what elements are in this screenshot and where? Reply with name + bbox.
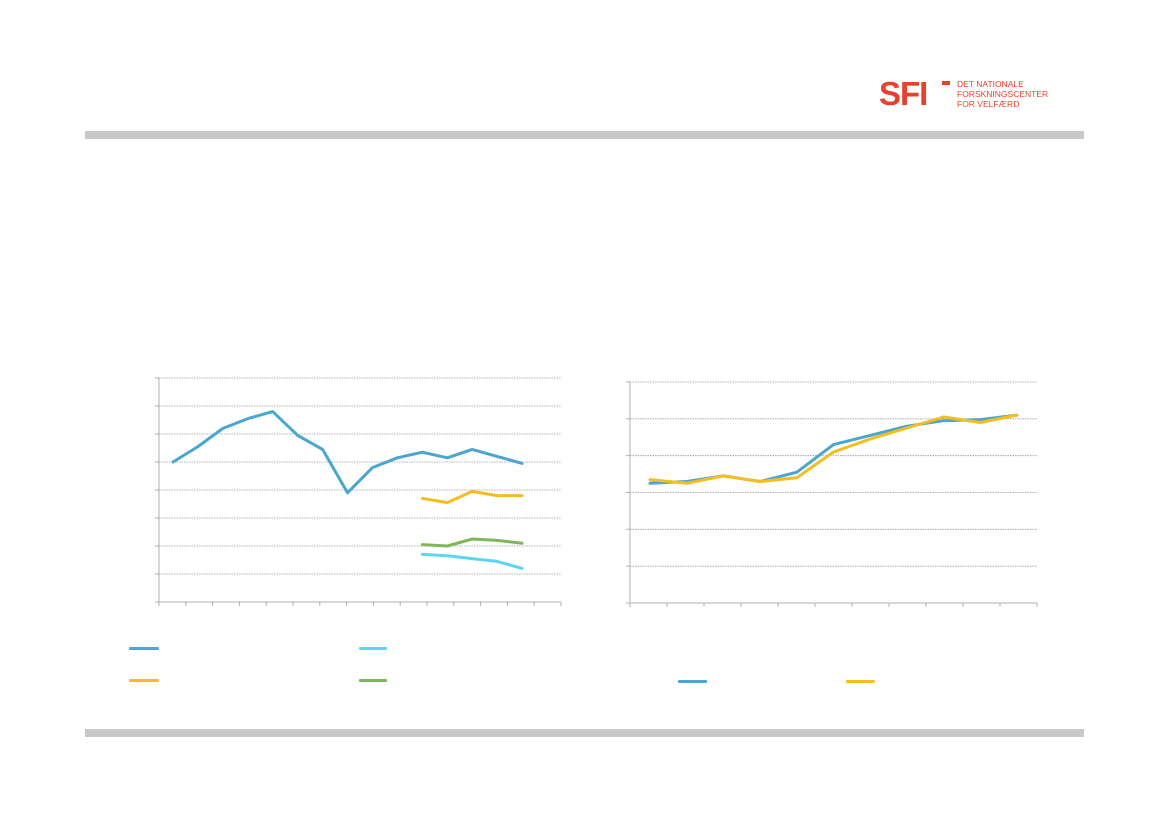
left-chart — [155, 377, 562, 606]
sfi-logo: SFI DET NATIONALE FORSKNINGSCENTER FOR V… — [879, 77, 1049, 111]
legend-swatch-left-yellow — [129, 679, 159, 682]
right-chart-series-0-line — [648, 413, 1019, 485]
logo-line-1: DET NATIONALE — [957, 79, 1024, 89]
legend-swatch-left-blue — [129, 647, 159, 650]
left-chart-series-0-line — [171, 410, 524, 495]
logo-dash — [942, 81, 950, 85]
legend-swatch-right-yellow — [846, 680, 875, 683]
logo-text: DET NATIONALE FORSKNINGSCENTER FOR VELFÆ… — [957, 79, 1057, 109]
right-chart-series-1-line — [648, 413, 1019, 485]
logo-line-2: FORSKNINGSCENTER — [957, 89, 1049, 99]
legend-swatch-left-cyan — [359, 647, 387, 650]
top-rule — [85, 131, 1084, 139]
logo-line-3: FOR VELFÆRD — [957, 99, 1020, 109]
bottom-rule — [85, 729, 1084, 737]
legend-swatch-left-green — [359, 679, 387, 682]
logo-mark: SFI — [879, 75, 928, 112]
right-chart — [626, 381, 1038, 607]
left-chart-series-1-line — [420, 489, 524, 505]
legend-swatch-right-blue — [678, 680, 707, 683]
left-chart-series-2-line — [420, 537, 524, 548]
left-chart-series-3-line — [420, 552, 524, 570]
